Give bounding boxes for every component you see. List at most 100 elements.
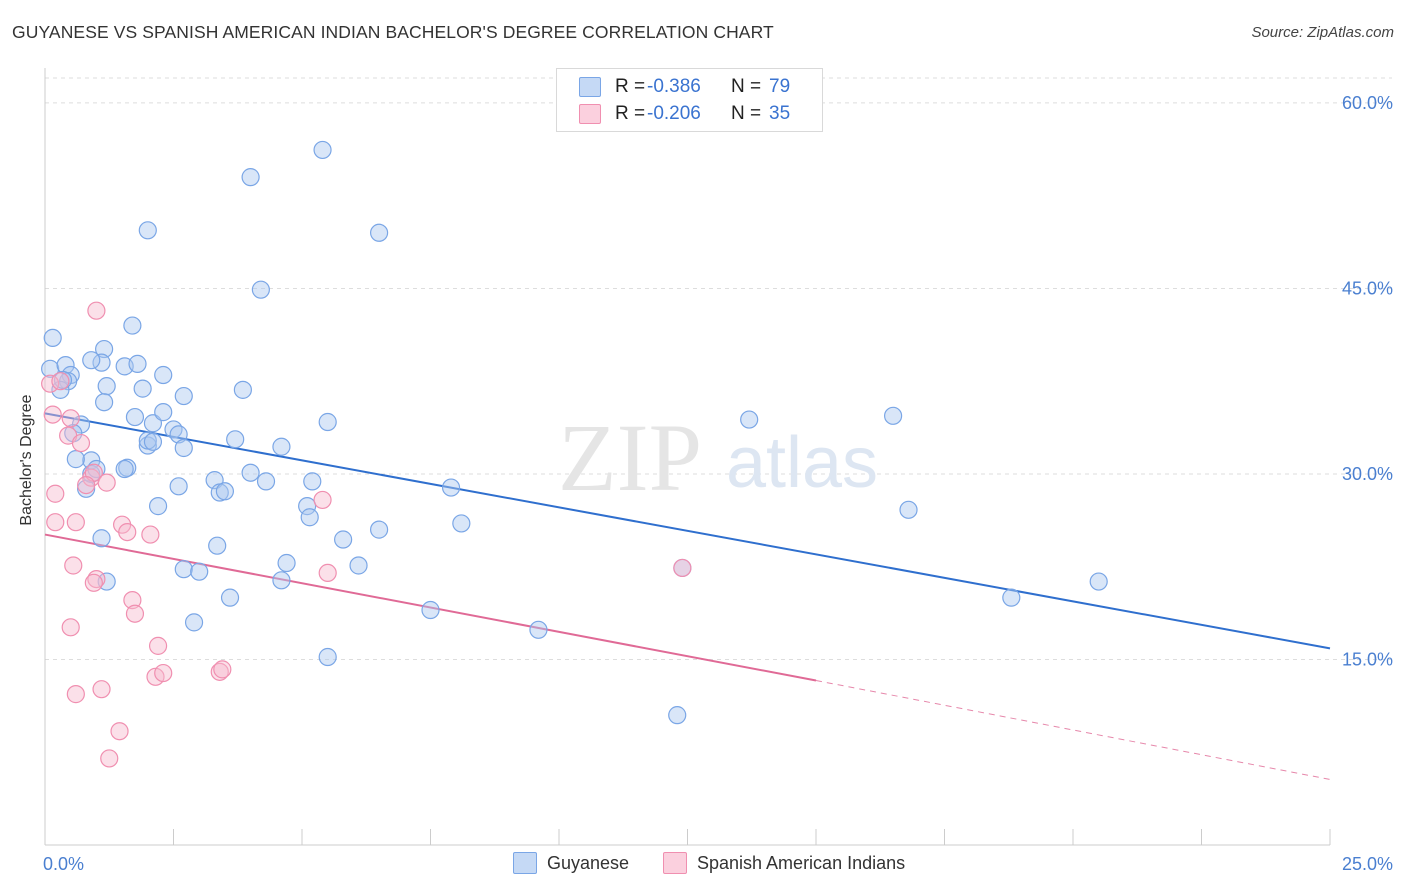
y-tick-label: 30.0% bbox=[1342, 464, 1393, 484]
data-point-guyanese bbox=[174, 560, 193, 579]
data-point-guyanese bbox=[174, 438, 193, 458]
data-point-guyanese bbox=[272, 571, 291, 590]
data-point-spanish bbox=[66, 513, 85, 532]
watermark-zip: ZIP bbox=[558, 404, 702, 511]
data-point-guyanese bbox=[82, 351, 101, 370]
bottom-legend-guyanese: Guyanese bbox=[513, 852, 629, 874]
data-point-guyanese bbox=[123, 316, 142, 335]
legend-row-spanish: R = -0.206 N = 35 bbox=[579, 100, 790, 128]
data-point-guyanese bbox=[43, 328, 62, 348]
data-point-spanish bbox=[118, 522, 137, 542]
watermark: ZIP atlas bbox=[558, 404, 878, 511]
data-point-spanish bbox=[51, 372, 70, 391]
data-point-guyanese bbox=[208, 536, 227, 555]
legend-r-label: R = bbox=[615, 76, 646, 97]
y-tick-label: 60.0% bbox=[1342, 93, 1393, 113]
data-point-spanish bbox=[148, 636, 168, 655]
data-point-spanish bbox=[84, 573, 103, 592]
legend-r-label: R = bbox=[615, 103, 646, 124]
data-point-guyanese bbox=[174, 386, 193, 406]
data-point-guyanese bbox=[154, 403, 173, 422]
data-point-guyanese bbox=[272, 437, 291, 456]
legend-n-label: N = bbox=[731, 103, 762, 124]
data-point-spanish bbox=[100, 749, 119, 768]
data-point-spanish bbox=[92, 680, 111, 699]
data-point-spanish bbox=[210, 662, 229, 681]
data-point-guyanese bbox=[169, 425, 188, 444]
data-point-spanish bbox=[125, 604, 145, 623]
data-point-guyanese bbox=[95, 339, 114, 359]
data-point-spanish bbox=[87, 301, 106, 320]
data-point-spanish bbox=[43, 405, 62, 424]
data-point-guyanese bbox=[190, 562, 209, 581]
legend-label-spanish: Spanish American Indians bbox=[697, 852, 906, 873]
data-point-guyanese bbox=[441, 478, 461, 497]
data-point-guyanese bbox=[241, 463, 260, 482]
data-point-guyanese bbox=[41, 359, 60, 378]
data-point-guyanese bbox=[233, 380, 252, 399]
legend-r-value: -0.206 bbox=[647, 103, 701, 124]
data-point-guyanese bbox=[256, 472, 276, 491]
data-point-guyanese bbox=[143, 432, 163, 451]
data-point-guyanese bbox=[148, 497, 168, 516]
y-tick-labels: 15.0% 30.0% 45.0% 60.0% bbox=[1342, 93, 1393, 670]
trend-line-spanish-extrapolated bbox=[815, 680, 1331, 780]
data-point-guyanese bbox=[95, 393, 114, 412]
legend-r-value: -0.386 bbox=[647, 76, 701, 97]
data-point-guyanese bbox=[97, 377, 116, 396]
data-point-guyanese bbox=[1089, 572, 1108, 591]
data-point-guyanese bbox=[226, 430, 245, 449]
data-point-spanish bbox=[71, 433, 91, 453]
legend-n-label: N = bbox=[731, 76, 762, 97]
data-point-guyanese bbox=[300, 508, 319, 527]
correlation-legend: R = -0.386 N = 79 R = -0.206 N = 35 bbox=[556, 68, 823, 132]
data-point-guyanese bbox=[164, 420, 183, 439]
data-point-guyanese bbox=[66, 450, 85, 469]
data-point-spanish bbox=[97, 473, 116, 492]
data-point-guyanese bbox=[318, 647, 337, 667]
data-point-guyanese bbox=[298, 497, 317, 516]
data-point-guyanese bbox=[133, 379, 152, 398]
data-point-spanish bbox=[154, 663, 173, 683]
data-point-guyanese bbox=[154, 365, 173, 385]
legend-row-guyanese: R = -0.386 N = 79 bbox=[579, 73, 790, 101]
data-point-guyanese bbox=[169, 477, 188, 496]
trend-line-spanish bbox=[44, 533, 817, 682]
data-point-guyanese bbox=[349, 556, 368, 575]
data-point-guyanese bbox=[241, 168, 260, 187]
data-point-spanish bbox=[318, 563, 337, 583]
axes bbox=[44, 68, 1331, 846]
data-point-guyanese bbox=[125, 407, 145, 427]
chart-title: GUYANESE VS SPANISH AMERICAN INDIAN BACH… bbox=[12, 22, 774, 42]
data-point-guyanese bbox=[668, 706, 687, 725]
data-point-guyanese bbox=[740, 410, 759, 429]
data-point-guyanese bbox=[883, 406, 903, 425]
data-point-guyanese bbox=[1002, 588, 1021, 607]
data-point-guyanese bbox=[220, 588, 240, 607]
data-point-guyanese bbox=[215, 482, 234, 501]
data-point-guyanese bbox=[138, 221, 157, 240]
legend-swatch-spanish bbox=[579, 104, 601, 124]
y-tick-label: 45.0% bbox=[1342, 278, 1393, 298]
data-point-guyanese bbox=[313, 140, 332, 160]
data-point-spanish bbox=[141, 525, 160, 544]
data-points bbox=[41, 140, 1108, 768]
data-point-guyanese bbox=[303, 472, 322, 491]
data-point-guyanese bbox=[421, 600, 440, 620]
data-point-spanish bbox=[673, 558, 692, 578]
data-point-spanish bbox=[66, 685, 85, 704]
data-point-guyanese bbox=[529, 620, 548, 639]
data-point-spanish bbox=[110, 722, 129, 741]
trend-lines bbox=[44, 412, 1331, 780]
legend-swatch-guyanese bbox=[513, 852, 537, 874]
data-point-guyanese bbox=[143, 414, 163, 433]
data-point-spanish bbox=[61, 618, 80, 637]
data-point-spanish bbox=[64, 556, 83, 575]
data-point-guyanese bbox=[92, 529, 111, 548]
data-point-guyanese bbox=[277, 553, 296, 573]
watermark-atlas: atlas bbox=[726, 423, 878, 503]
data-point-guyanese bbox=[370, 223, 389, 242]
legend-n-value: 35 bbox=[769, 103, 791, 124]
x-tick-label: 25.0% bbox=[1342, 854, 1393, 874]
